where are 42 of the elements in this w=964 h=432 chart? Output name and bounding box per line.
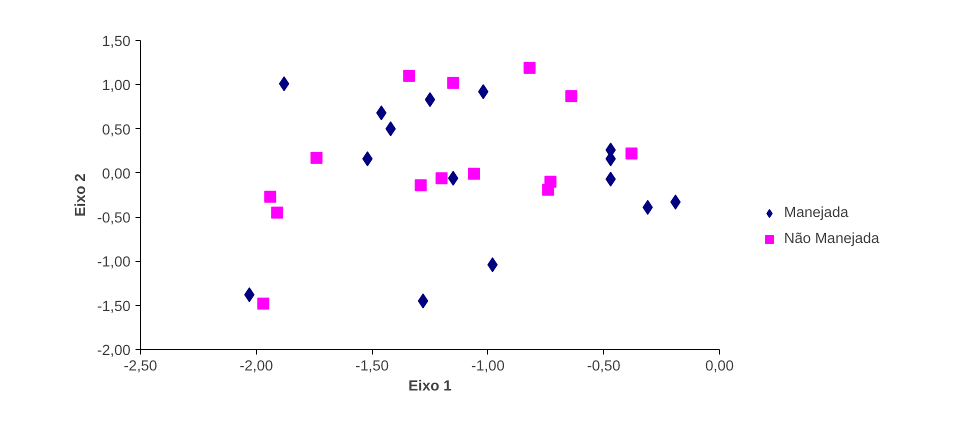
x-tick-label: -1,00 — [471, 358, 505, 374]
point — [418, 293, 428, 308]
point — [468, 168, 480, 180]
x-tick-label: -1,50 — [355, 358, 389, 374]
point — [524, 62, 536, 74]
point — [670, 194, 681, 210]
point — [542, 184, 554, 196]
point — [414, 179, 427, 192]
y-tick-label: 1,50 — [102, 34, 131, 50]
legend-label: Manejada — [784, 205, 848, 221]
y-tick-label: -2,00 — [97, 343, 130, 359]
y-tick-label: -0,50 — [97, 210, 130, 227]
y-tick-label: -1,00 — [97, 254, 130, 271]
point — [625, 148, 638, 160]
point — [310, 152, 323, 164]
point — [376, 105, 387, 120]
x-tick-label: -0,50 — [586, 358, 620, 374]
point — [385, 121, 396, 136]
point — [447, 76, 460, 89]
y-tick-label: 0,00 — [102, 166, 131, 182]
y-tick-label: 0,50 — [102, 122, 131, 138]
x-tick-label: -2,00 — [240, 358, 274, 374]
point — [605, 172, 616, 187]
point — [565, 90, 578, 102]
point — [436, 172, 448, 184]
point — [278, 76, 290, 92]
point — [362, 151, 373, 166]
point — [448, 170, 458, 186]
point — [487, 257, 498, 272]
x-tick-label: -2,50 — [124, 358, 158, 374]
point — [244, 287, 255, 302]
point — [424, 92, 436, 108]
y-tick-label: 1,00 — [102, 78, 131, 94]
point — [257, 298, 270, 310]
legend-label: Não Manejada — [784, 231, 880, 247]
x-axis-title: Eixo 1 — [408, 378, 452, 394]
x-tick-label: 0,00 — [705, 358, 734, 374]
point — [271, 206, 284, 219]
y-axis-title: Eixo 2 — [73, 173, 90, 217]
point — [264, 190, 276, 203]
point — [403, 70, 416, 82]
y-tick-label: -1,50 — [97, 298, 130, 315]
